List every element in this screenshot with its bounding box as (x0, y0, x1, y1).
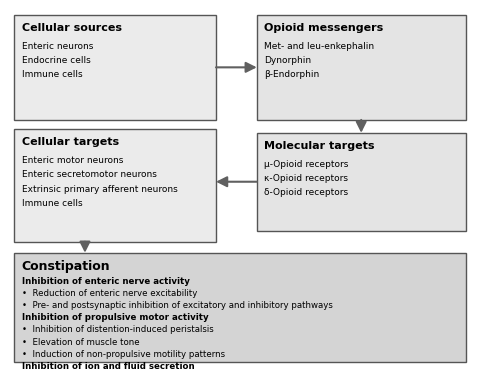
Text: •  Inhibition of distention-induced peristalsis: • Inhibition of distention-induced peris… (22, 325, 213, 334)
FancyBboxPatch shape (14, 253, 466, 362)
Text: Inhibition of enteric nerve activity: Inhibition of enteric nerve activity (22, 277, 190, 286)
Text: Enteric motor neurons: Enteric motor neurons (22, 156, 123, 165)
Text: Extrinsic primary afferent neurons: Extrinsic primary afferent neurons (22, 184, 177, 193)
Text: Immune cells: Immune cells (22, 70, 82, 79)
FancyBboxPatch shape (14, 15, 216, 120)
Text: Enteric neurons: Enteric neurons (22, 42, 93, 51)
Text: κ-Opioid receptors: κ-Opioid receptors (264, 174, 348, 183)
Text: Endocrine cells: Endocrine cells (22, 56, 90, 65)
FancyBboxPatch shape (257, 133, 466, 231)
Text: Inhibition of propulsive motor activity: Inhibition of propulsive motor activity (22, 313, 208, 322)
Text: Dynorphin: Dynorphin (264, 56, 311, 65)
Text: β-Endorphin: β-Endorphin (264, 70, 319, 79)
Text: Met- and leu-enkephalin: Met- and leu-enkephalin (264, 42, 374, 51)
Text: Cellular targets: Cellular targets (22, 137, 119, 147)
Text: δ-Opioid receptors: δ-Opioid receptors (264, 188, 348, 197)
Text: Cellular sources: Cellular sources (22, 23, 121, 33)
Text: •  Induction of non-propulsive motility patterns: • Induction of non-propulsive motility p… (22, 350, 225, 359)
Text: Opioid messengers: Opioid messengers (264, 23, 383, 33)
Text: Immune cells: Immune cells (22, 199, 82, 207)
Text: Molecular targets: Molecular targets (264, 141, 374, 151)
FancyBboxPatch shape (257, 15, 466, 120)
Text: •  Elevation of muscle tone: • Elevation of muscle tone (22, 338, 139, 346)
FancyBboxPatch shape (14, 129, 216, 242)
Text: •  Reduction of enteric nerve excitability: • Reduction of enteric nerve excitabilit… (22, 289, 197, 298)
Text: Inhibition of ion and fluid secretion: Inhibition of ion and fluid secretion (22, 362, 194, 369)
Text: •  Pre- and postsynaptic inhibition of excitatory and inhibitory pathways: • Pre- and postsynaptic inhibition of ex… (22, 301, 333, 310)
Text: Enteric secretomotor neurons: Enteric secretomotor neurons (22, 170, 156, 179)
Text: μ-Opioid receptors: μ-Opioid receptors (264, 160, 348, 169)
Text: Constipation: Constipation (22, 260, 110, 273)
